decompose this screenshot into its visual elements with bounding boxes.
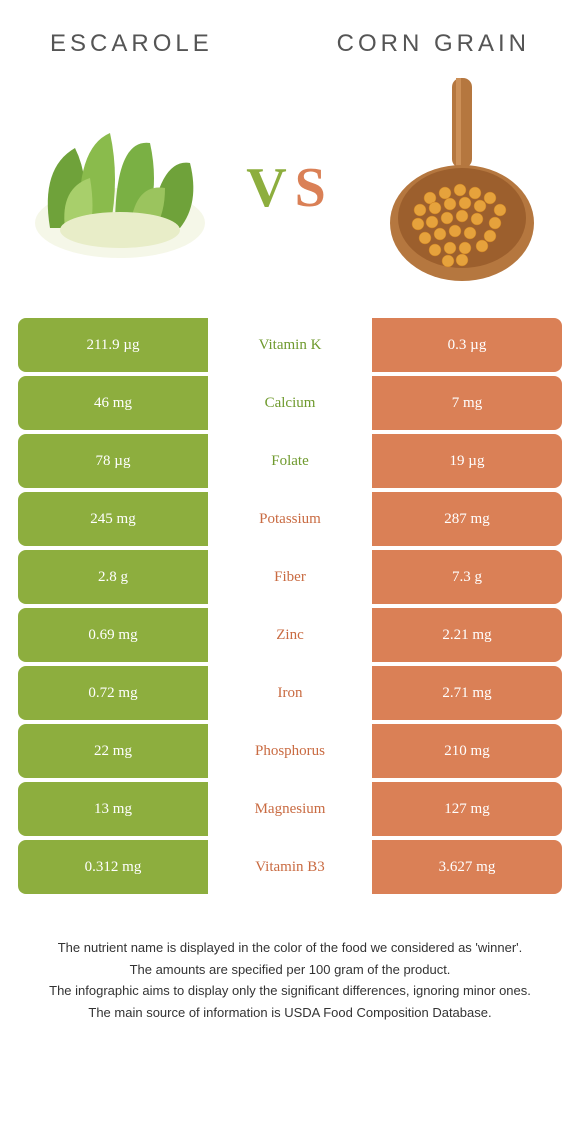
vs-s: S <box>295 157 334 219</box>
footer-line-4: The main source of information is USDA F… <box>30 1003 550 1023</box>
footer-line-1: The nutrient name is displayed in the co… <box>30 938 550 958</box>
right-value: 2.71 mg <box>372 666 562 720</box>
right-value: 7 mg <box>372 376 562 430</box>
escarole-image <box>20 88 220 288</box>
right-value: 0.3 µg <box>372 318 562 372</box>
nutrient-label: Folate <box>208 434 372 488</box>
nutrient-row: 211.9 µgVitamin K0.3 µg <box>18 318 562 372</box>
left-value: 78 µg <box>18 434 208 488</box>
right-value: 210 mg <box>372 724 562 778</box>
right-value: 3.627 mg <box>372 840 562 894</box>
left-value: 0.312 mg <box>18 840 208 894</box>
nutrient-row: 0.312 mgVitamin B33.627 mg <box>18 840 562 894</box>
nutrient-label: Zinc <box>208 608 372 662</box>
nutrient-row: 46 mgCalcium7 mg <box>18 376 562 430</box>
left-value: 245 mg <box>18 492 208 546</box>
nutrient-row: 0.69 mgZinc2.21 mg <box>18 608 562 662</box>
right-value: 287 mg <box>372 492 562 546</box>
left-value: 0.72 mg <box>18 666 208 720</box>
right-value: 2.21 mg <box>372 608 562 662</box>
header: Escarole Corn Grain <box>0 0 580 68</box>
nutrient-row: 245 mgPotassium287 mg <box>18 492 562 546</box>
left-value: 13 mg <box>18 782 208 836</box>
left-value: 22 mg <box>18 724 208 778</box>
nutrient-table: 211.9 µgVitamin K0.3 µg46 mgCalcium7 mg7… <box>0 318 580 894</box>
left-value: 211.9 µg <box>18 318 208 372</box>
nutrient-row: 0.72 mgIron2.71 mg <box>18 666 562 720</box>
nutrient-label: Potassium <box>208 492 372 546</box>
image-row: VS <box>0 68 580 318</box>
right-value: 7.3 g <box>372 550 562 604</box>
left-food-title: Escarole <box>50 30 213 58</box>
nutrient-row: 2.8 gFiber7.3 g <box>18 550 562 604</box>
nutrient-label: Vitamin K <box>208 318 372 372</box>
nutrient-label: Fiber <box>208 550 372 604</box>
right-value: 127 mg <box>372 782 562 836</box>
footer-notes: The nutrient name is displayed in the co… <box>0 898 580 1022</box>
nutrient-label: Magnesium <box>208 782 372 836</box>
nutrient-label: Phosphorus <box>208 724 372 778</box>
nutrient-row: 13 mgMagnesium127 mg <box>18 782 562 836</box>
right-food-title: Corn Grain <box>337 30 530 58</box>
nutrient-row: 22 mgPhosphorus210 mg <box>18 724 562 778</box>
corn-grain-image <box>360 88 560 288</box>
vs-v: V <box>246 157 294 219</box>
nutrient-label: Calcium <box>208 376 372 430</box>
nutrient-row: 78 µgFolate19 µg <box>18 434 562 488</box>
left-value: 0.69 mg <box>18 608 208 662</box>
vs-label: VS <box>246 156 334 220</box>
left-value: 46 mg <box>18 376 208 430</box>
footer-line-3: The infographic aims to display only the… <box>30 981 550 1001</box>
right-value: 19 µg <box>372 434 562 488</box>
nutrient-label: Vitamin B3 <box>208 840 372 894</box>
footer-line-2: The amounts are specified per 100 gram o… <box>30 960 550 980</box>
left-value: 2.8 g <box>18 550 208 604</box>
nutrient-label: Iron <box>208 666 372 720</box>
